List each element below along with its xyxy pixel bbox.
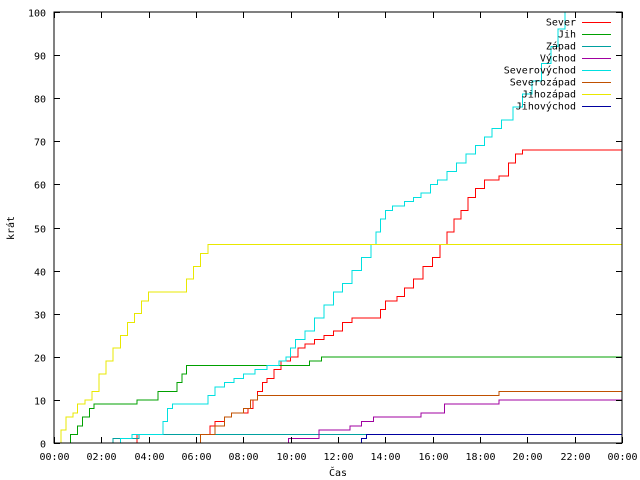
legend-label: Jih	[558, 30, 576, 41]
x-tick-label: 10:00	[276, 452, 306, 463]
y-axis-label: krát	[5, 216, 17, 240]
y-tick-label: 60	[34, 181, 46, 192]
x-tick-label: 02:00	[86, 452, 116, 463]
y-tick-label: 0	[40, 440, 46, 451]
y-tick-label: 90	[34, 52, 46, 63]
x-tick-label: 08:00	[228, 452, 258, 463]
x-tick-label: 22:00	[560, 452, 590, 463]
x-tick-label: 00:00	[39, 452, 69, 463]
y-tick-label: 80	[34, 95, 46, 106]
series-line-5	[113, 12, 566, 444]
legend-label: Jihozápad	[522, 89, 576, 101]
plot-frame	[53, 11, 623, 444]
x-tick-label: 18:00	[465, 452, 495, 463]
legend: SeverJihZápadVýchodSeverovýchodSeverozáp…	[504, 18, 611, 113]
legend-label: Jihovýchod	[516, 101, 576, 113]
x-tick-label: 04:00	[134, 452, 164, 463]
y-tick-label: 20	[34, 354, 46, 365]
x-tick-label: 00:00	[607, 452, 637, 463]
x-tick-label: 06:00	[181, 452, 211, 463]
x-axis-label: Čas	[329, 466, 347, 479]
x-tick-label: 12:00	[323, 452, 353, 463]
y-tick-label: 40	[34, 268, 46, 279]
series-line-6	[200, 390, 622, 443]
x-tick-label: 20:00	[512, 452, 542, 463]
tick-layer: 0 10 20 30 40 50 60 70 80 90 100 00:00 02:00 04:00 06:…	[28, 9, 638, 464]
legend-label: Severovýchod	[504, 65, 576, 77]
legend-label: Severozápad	[510, 77, 576, 89]
series-line-7	[56, 244, 622, 444]
series-line-4	[287, 399, 622, 443]
series-line-2	[68, 356, 622, 444]
y-tick-label: 10	[34, 397, 46, 408]
legend-label: Sever	[546, 18, 576, 29]
x-tick-label: 14:00	[370, 452, 400, 463]
y-tick-label: 30	[34, 311, 46, 322]
legend-label: Východ	[540, 53, 576, 65]
y-tick-label: 70	[34, 138, 46, 149]
y-tick-label: 100	[28, 9, 46, 20]
x-tick-label: 16:00	[418, 452, 448, 463]
y-tick-label: 50	[34, 225, 46, 236]
legend-label: Západ	[546, 41, 576, 53]
